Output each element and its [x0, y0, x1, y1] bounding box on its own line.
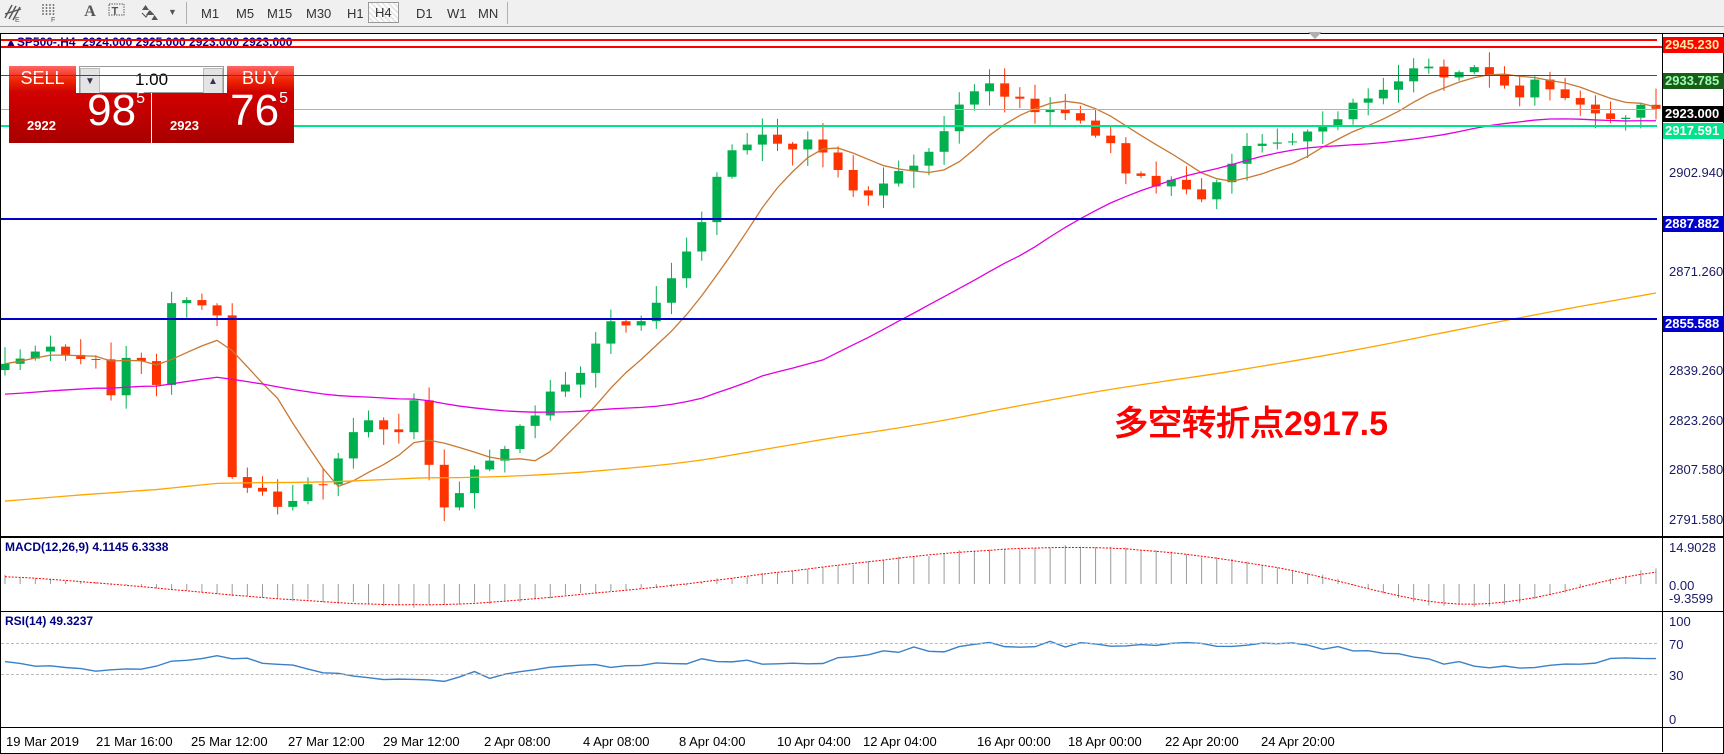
svg-text:F: F — [51, 17, 55, 23]
svg-text:E: E — [15, 17, 20, 23]
svg-text:T: T — [112, 6, 119, 18]
